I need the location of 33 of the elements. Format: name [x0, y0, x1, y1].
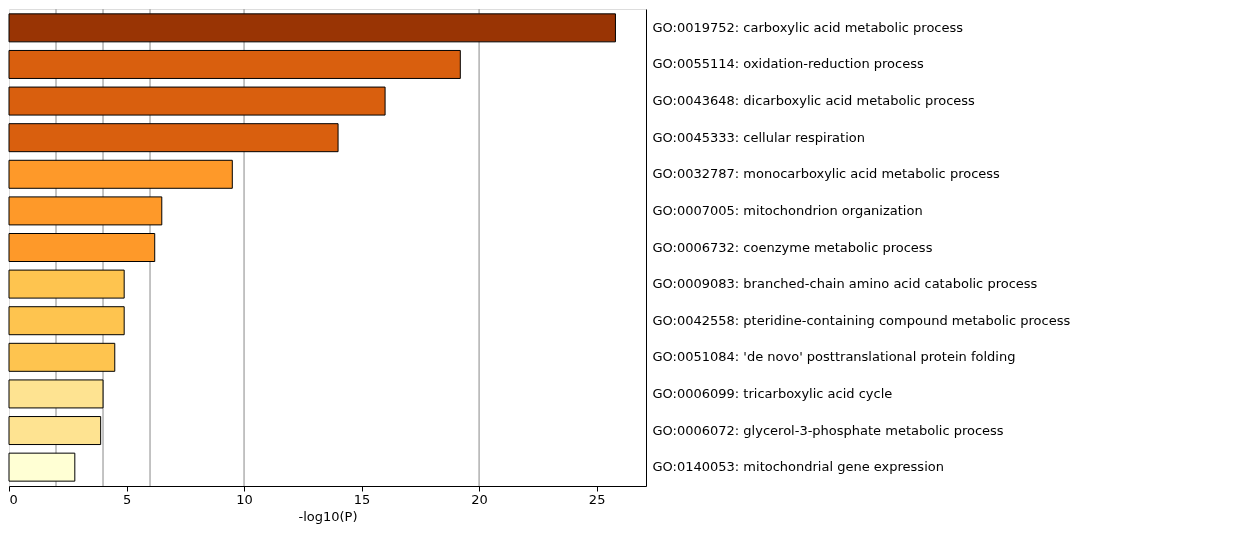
y-tick-label: GO:0140053: mitochondrial gene expression	[652, 459, 944, 475]
bar	[8, 452, 76, 482]
y-tick-label: GO:0006099: tricarboxylic acid cycle	[652, 385, 893, 401]
y-tick-label: GO:0019752: carboxylic acid metabolic process	[652, 19, 964, 35]
bar	[8, 86, 386, 116]
y-tick-label: GO:0043648: dicarboxylic acid metabolic process	[652, 93, 976, 109]
x-axis-title: -log10(P)	[298, 508, 358, 524]
bar	[8, 306, 125, 336]
bar	[8, 416, 102, 446]
bar	[8, 13, 616, 43]
y-tick-label: GO:0055114: oxidation-reduction process	[652, 56, 924, 72]
y-tick-label: GO:0006732: coenzyme metabolic process	[652, 239, 933, 255]
bar	[8, 123, 339, 153]
x-tick-label: 0	[9, 491, 18, 507]
x-tick-label: 20	[471, 491, 488, 507]
x-tick-label: 25	[588, 491, 606, 507]
y-tick-label: GO:0051084: 'de novo' posttranslational protein folding	[652, 349, 1016, 365]
bar	[8, 379, 104, 409]
y-tick-label: GO:0032787: monocarboxylic acid metabolic process	[652, 166, 1001, 182]
bar	[8, 233, 156, 262]
y-tick-label: GO:0009083: branched-chain amino acid catabolic process	[652, 276, 1038, 292]
y-tick-label: GO:0042558: pteridine-containing compound metabolic process	[652, 312, 1071, 328]
y-tick-label: GO:0045333: cellular respiration	[652, 129, 865, 145]
x-tick-label: 10	[236, 491, 253, 507]
bar	[8, 196, 163, 226]
y-tick-label: GO:0007005: mitochondrion organization	[652, 202, 923, 218]
x-tick-label: 5	[122, 491, 132, 507]
y-tick-label: GO:0006072: glycerol-3-phosphate metabolic process	[652, 422, 1004, 438]
bar	[8, 159, 233, 189]
bar	[8, 269, 125, 299]
bar	[8, 342, 116, 372]
bar	[8, 49, 461, 79]
x-tick-label: 15	[353, 491, 371, 507]
